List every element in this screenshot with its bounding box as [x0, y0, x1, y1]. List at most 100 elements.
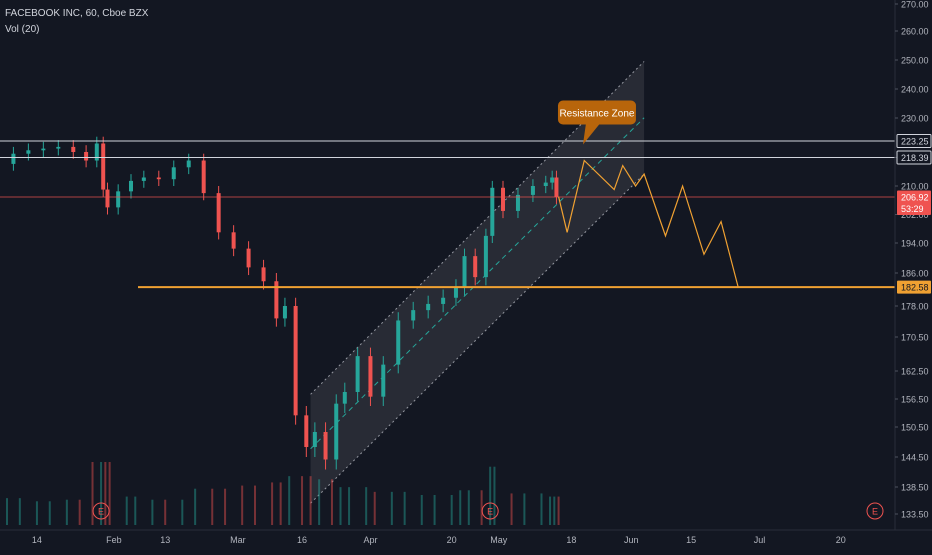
volume-bar: [181, 499, 184, 525]
time-axis-label: 20: [836, 535, 846, 545]
price-axis-label: 202.00: [901, 210, 929, 220]
price-axis[interactable]: [895, 0, 932, 530]
price-label-line-label: 218.39: [901, 153, 929, 163]
volume-bar: [450, 495, 453, 525]
candle-body: [554, 177, 559, 197]
volume-bar: [301, 476, 304, 525]
candle-body: [304, 415, 309, 447]
time-axis-label: Jun: [624, 535, 639, 545]
time-axis-label: 20: [447, 535, 457, 545]
candle-body: [334, 403, 339, 460]
time-axis-label: 18: [566, 535, 576, 545]
callout-pointer: [582, 123, 600, 145]
forecast-path[interactable]: [558, 159, 739, 288]
price-label-box: [896, 133, 932, 148]
price-axis-label: 240.00: [901, 85, 929, 95]
time-axis-label: May: [490, 535, 508, 545]
time-axis-label: Mar: [230, 535, 246, 545]
earnings-marker-label: E: [487, 507, 493, 517]
candle-body: [473, 256, 478, 278]
volume-bar: [48, 501, 51, 525]
price-axis-label: 138.50: [901, 483, 929, 493]
candle-body: [56, 146, 61, 149]
price-label-line-label: 223.25: [901, 136, 929, 146]
candle-body: [231, 232, 236, 249]
candle-body: [530, 186, 535, 195]
resistance-zone-callout[interactable]: [557, 100, 636, 125]
volume-bar: [18, 498, 21, 525]
candle-body: [368, 356, 373, 397]
candle-body: [94, 143, 99, 161]
candle-body: [141, 177, 146, 181]
volume-indicator-label[interactable]: Vol (20): [5, 24, 40, 35]
volume-bar: [339, 487, 342, 525]
volume-bar: [194, 488, 197, 525]
price-label-box: [896, 150, 932, 165]
price-axis-label: 270.00: [901, 0, 929, 10]
earnings-marker-label: E: [872, 507, 878, 517]
volume-bar: [151, 499, 154, 525]
candle-body: [101, 143, 106, 190]
candle-body: [355, 356, 360, 392]
candle-body: [441, 297, 446, 304]
volume-bar: [489, 466, 492, 525]
volume-bar: [467, 490, 470, 525]
time-axis[interactable]: [0, 530, 932, 550]
earnings-marker-icon[interactable]: [92, 502, 110, 520]
candle-body: [342, 392, 347, 404]
volume-bar: [557, 496, 560, 525]
candle-body: [462, 256, 467, 288]
price-axis-label: 156.50: [901, 395, 929, 405]
time-axis-label: 16: [297, 535, 307, 545]
volume-bar: [271, 482, 274, 525]
price-label-box: [897, 190, 931, 204]
volume-bar: [108, 462, 111, 525]
volume-bar: [100, 462, 103, 525]
candle-body: [426, 303, 431, 311]
candle-body: [312, 432, 317, 447]
candle-body: [71, 146, 76, 152]
earnings-marker-icon[interactable]: [481, 502, 499, 520]
candle-body: [396, 320, 401, 365]
volume-bar: [6, 498, 8, 525]
resistance-zone-label: Resistance Zone: [559, 109, 634, 120]
time-axis-label: Apr: [363, 535, 377, 545]
candle-body: [186, 160, 191, 168]
candle-body: [515, 194, 520, 211]
price-axis-label: 170.50: [901, 333, 929, 343]
volume-bar: [510, 493, 513, 525]
price-label-box: [897, 201, 931, 215]
time-axis-label: 15: [686, 535, 696, 545]
candle-body: [105, 189, 110, 208]
volume-bar: [288, 476, 291, 525]
volume-bar: [134, 496, 137, 525]
channel-upper-line[interactable]: [310, 61, 645, 395]
volume-bar: [279, 482, 282, 525]
volume-bar: [318, 479, 321, 525]
volume-bar: [390, 491, 393, 525]
volume-bar: [164, 499, 167, 525]
volume-bar: [373, 491, 376, 525]
price-label-countdown: 53:29: [901, 204, 924, 214]
candle-body: [483, 235, 488, 278]
candle-body: [41, 148, 46, 151]
candle-body: [411, 310, 416, 321]
volume-bar: [459, 490, 462, 525]
candle-body: [543, 182, 548, 186]
candle-body: [201, 160, 206, 194]
candle-body: [156, 177, 161, 180]
candle-body: [216, 193, 221, 233]
earnings-marker-icon[interactable]: [866, 502, 884, 520]
channel-lower-line[interactable]: [310, 173, 645, 504]
price-label-box: [897, 280, 931, 294]
price-axis-label: 178.00: [901, 302, 929, 312]
volume-bar: [365, 487, 368, 525]
volume-bar: [549, 496, 552, 525]
volume-bar: [78, 499, 81, 525]
price-label-last-price: 206.92: [901, 192, 929, 202]
candle-body: [274, 281, 279, 319]
channel-median-line[interactable]: [310, 117, 645, 450]
volume-bar: [241, 485, 244, 525]
